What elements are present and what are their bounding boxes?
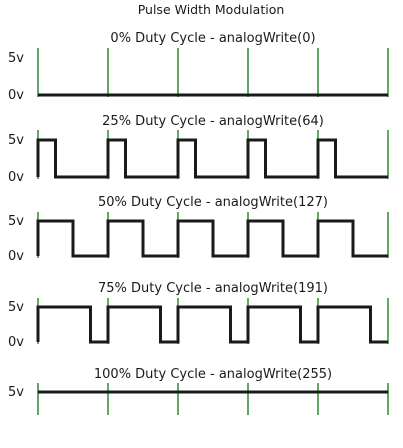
low-level-label: 0v: [8, 335, 24, 350]
waveform-panel: 100% Duty Cycle - analogWrite(255) 5v: [8, 367, 389, 415]
duty-cycle-caption: 25% Duty Cycle - analogWrite(64): [102, 114, 324, 129]
duty-cycle-caption: 50% Duty Cycle - analogWrite(127): [98, 195, 328, 210]
high-level-label: 5v: [8, 385, 24, 400]
waveform-panel: 0% Duty Cycle - analogWrite(0) 5v 0v: [8, 31, 389, 103]
high-level-label: 5v: [8, 51, 24, 66]
low-level-label: 0v: [8, 249, 24, 264]
diagram-title: Pulse Width Modulation: [138, 2, 285, 17]
pwm-waveform: [36, 138, 388, 179]
high-level-label: 5v: [8, 214, 24, 229]
duty-cycle-caption: 100% Duty Cycle - analogWrite(255): [94, 367, 332, 382]
high-level-label: 5v: [8, 300, 24, 315]
duty-cycle-caption: 75% Duty Cycle - analogWrite(191): [98, 281, 328, 296]
waveform-panel: 50% Duty Cycle - analogWrite(127) 5v 0v: [8, 195, 389, 264]
pwm-waveform: [36, 305, 388, 344]
low-level-label: 0v: [8, 170, 24, 185]
duty-cycle-caption: 0% Duty Cycle - analogWrite(0): [110, 31, 315, 46]
pwm-waveform: [36, 219, 388, 258]
waveform-panel: 75% Duty Cycle - analogWrite(191) 5v 0v: [8, 281, 389, 350]
waveform-panel: 25% Duty Cycle - analogWrite(64) 5v 0v: [8, 114, 389, 185]
high-level-label: 5v: [8, 133, 24, 148]
low-level-label: 0v: [8, 88, 24, 103]
